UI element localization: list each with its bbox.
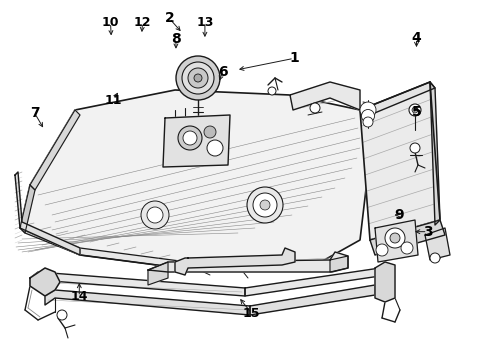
Polygon shape	[245, 268, 380, 296]
Text: 14: 14	[71, 290, 88, 303]
Polygon shape	[360, 82, 440, 240]
Circle shape	[183, 131, 197, 145]
Circle shape	[182, 62, 214, 94]
Polygon shape	[148, 262, 168, 285]
Text: 13: 13	[196, 16, 214, 29]
Circle shape	[410, 143, 420, 153]
Circle shape	[176, 56, 220, 100]
Circle shape	[57, 310, 67, 320]
Text: 2: 2	[165, 11, 174, 25]
Polygon shape	[30, 268, 60, 296]
Text: 10: 10	[102, 16, 119, 29]
Text: 5: 5	[412, 105, 421, 119]
Polygon shape	[370, 220, 445, 255]
Polygon shape	[148, 252, 348, 272]
Circle shape	[260, 200, 270, 210]
Polygon shape	[250, 285, 375, 315]
Circle shape	[401, 242, 413, 254]
Polygon shape	[45, 290, 250, 315]
Polygon shape	[20, 185, 35, 233]
Circle shape	[147, 207, 163, 223]
Polygon shape	[20, 225, 195, 270]
Text: 8: 8	[171, 32, 181, 46]
Circle shape	[360, 102, 376, 118]
Text: 1: 1	[289, 51, 299, 65]
Circle shape	[362, 109, 374, 122]
Circle shape	[194, 74, 202, 82]
Text: 9: 9	[394, 208, 403, 222]
Circle shape	[390, 233, 400, 243]
Circle shape	[188, 68, 208, 88]
Circle shape	[247, 187, 283, 223]
Polygon shape	[360, 82, 435, 117]
Polygon shape	[425, 228, 450, 260]
Circle shape	[268, 87, 276, 95]
Polygon shape	[175, 248, 295, 275]
Circle shape	[385, 228, 405, 248]
Polygon shape	[330, 256, 348, 272]
Circle shape	[204, 126, 216, 138]
Polygon shape	[375, 262, 395, 302]
Polygon shape	[290, 82, 360, 110]
Circle shape	[207, 140, 223, 156]
Polygon shape	[20, 90, 370, 270]
Text: 6: 6	[218, 65, 227, 79]
Circle shape	[409, 104, 421, 116]
Polygon shape	[30, 272, 245, 296]
Circle shape	[376, 244, 388, 256]
Polygon shape	[430, 82, 440, 225]
Polygon shape	[30, 110, 80, 190]
Polygon shape	[15, 172, 80, 255]
Text: 3: 3	[423, 225, 433, 239]
Circle shape	[430, 253, 440, 263]
Circle shape	[412, 107, 418, 113]
Text: 11: 11	[105, 94, 122, 107]
Circle shape	[141, 201, 169, 229]
Text: 7: 7	[30, 106, 40, 120]
Circle shape	[310, 103, 320, 113]
Polygon shape	[375, 220, 418, 262]
Text: 12: 12	[134, 16, 151, 29]
Circle shape	[178, 126, 202, 150]
Text: 4: 4	[412, 31, 421, 45]
Polygon shape	[163, 115, 230, 167]
Text: 15: 15	[243, 307, 260, 320]
Circle shape	[363, 117, 373, 127]
Circle shape	[253, 193, 277, 217]
